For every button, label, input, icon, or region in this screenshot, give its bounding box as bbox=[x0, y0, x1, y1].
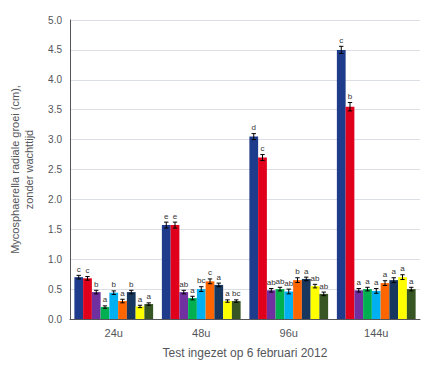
svg-text:a: a bbox=[225, 289, 230, 298]
svg-text:ab: ab bbox=[275, 276, 285, 286]
svg-text:Mycosphaerella radiale groei (: Mycosphaerella radiale groei (cm), bbox=[9, 85, 21, 254]
svg-text:a: a bbox=[383, 270, 388, 279]
svg-text:c: c bbox=[208, 268, 212, 277]
svg-text:a: a bbox=[357, 278, 362, 287]
svg-text:c: c bbox=[339, 36, 343, 45]
svg-text:a: a bbox=[400, 264, 405, 273]
svg-text:4.5: 4.5 bbox=[48, 44, 62, 55]
svg-text:48u: 48u bbox=[192, 327, 210, 339]
svg-text:d: d bbox=[252, 123, 256, 132]
svg-text:3.0: 3.0 bbox=[48, 134, 62, 145]
svg-text:0.0: 0.0 bbox=[48, 314, 62, 325]
svg-text:e: e bbox=[164, 212, 169, 221]
svg-text:a: a bbox=[392, 267, 397, 276]
svg-text:Test ingezet op 6 februari 201: Test ingezet op 6 februari 2012 bbox=[163, 346, 328, 360]
svg-text:a: a bbox=[120, 289, 125, 298]
svg-text:c: c bbox=[261, 144, 265, 153]
svg-text:a: a bbox=[374, 278, 379, 287]
svg-text:0.5: 0.5 bbox=[48, 284, 62, 295]
svg-text:a: a bbox=[147, 292, 152, 301]
svg-text:b: b bbox=[94, 280, 99, 289]
svg-text:2.5: 2.5 bbox=[48, 164, 62, 175]
svg-text:a: a bbox=[190, 286, 195, 295]
svg-text:4.0: 4.0 bbox=[48, 74, 62, 85]
svg-text:ab: ab bbox=[284, 279, 293, 288]
svg-text:a: a bbox=[365, 277, 370, 286]
svg-text:a: a bbox=[217, 273, 222, 282]
svg-text:c: c bbox=[77, 265, 81, 274]
svg-text:b: b bbox=[295, 267, 300, 276]
svg-text:a: a bbox=[138, 295, 143, 304]
svg-text:3.5: 3.5 bbox=[48, 104, 62, 115]
svg-text:1.5: 1.5 bbox=[48, 224, 62, 235]
svg-text:b: b bbox=[112, 280, 117, 289]
svg-text:ab: ab bbox=[319, 282, 328, 291]
svg-text:96u: 96u bbox=[280, 327, 298, 339]
svg-text:ab: ab bbox=[179, 280, 188, 289]
svg-text:c: c bbox=[86, 266, 90, 275]
svg-text:a: a bbox=[304, 267, 309, 276]
svg-text:2.0: 2.0 bbox=[48, 194, 62, 205]
svg-text:ab: ab bbox=[310, 273, 320, 283]
svg-text:bc: bc bbox=[232, 289, 240, 298]
svg-text:bc: bc bbox=[197, 276, 205, 285]
svg-text:144u: 144u bbox=[364, 327, 388, 339]
svg-text:5.0: 5.0 bbox=[48, 15, 62, 26]
svg-text:b: b bbox=[129, 280, 134, 289]
svg-text:b: b bbox=[348, 92, 353, 101]
svg-text:1.0: 1.0 bbox=[48, 254, 62, 265]
svg-text:a: a bbox=[103, 295, 108, 304]
svg-text:24u: 24u bbox=[105, 327, 123, 339]
svg-text:zonder wachttijd: zonder wachttijd bbox=[23, 130, 35, 210]
svg-text:e: e bbox=[173, 212, 178, 221]
svg-text:ab: ab bbox=[266, 278, 276, 287]
svg-text:a: a bbox=[409, 277, 414, 286]
